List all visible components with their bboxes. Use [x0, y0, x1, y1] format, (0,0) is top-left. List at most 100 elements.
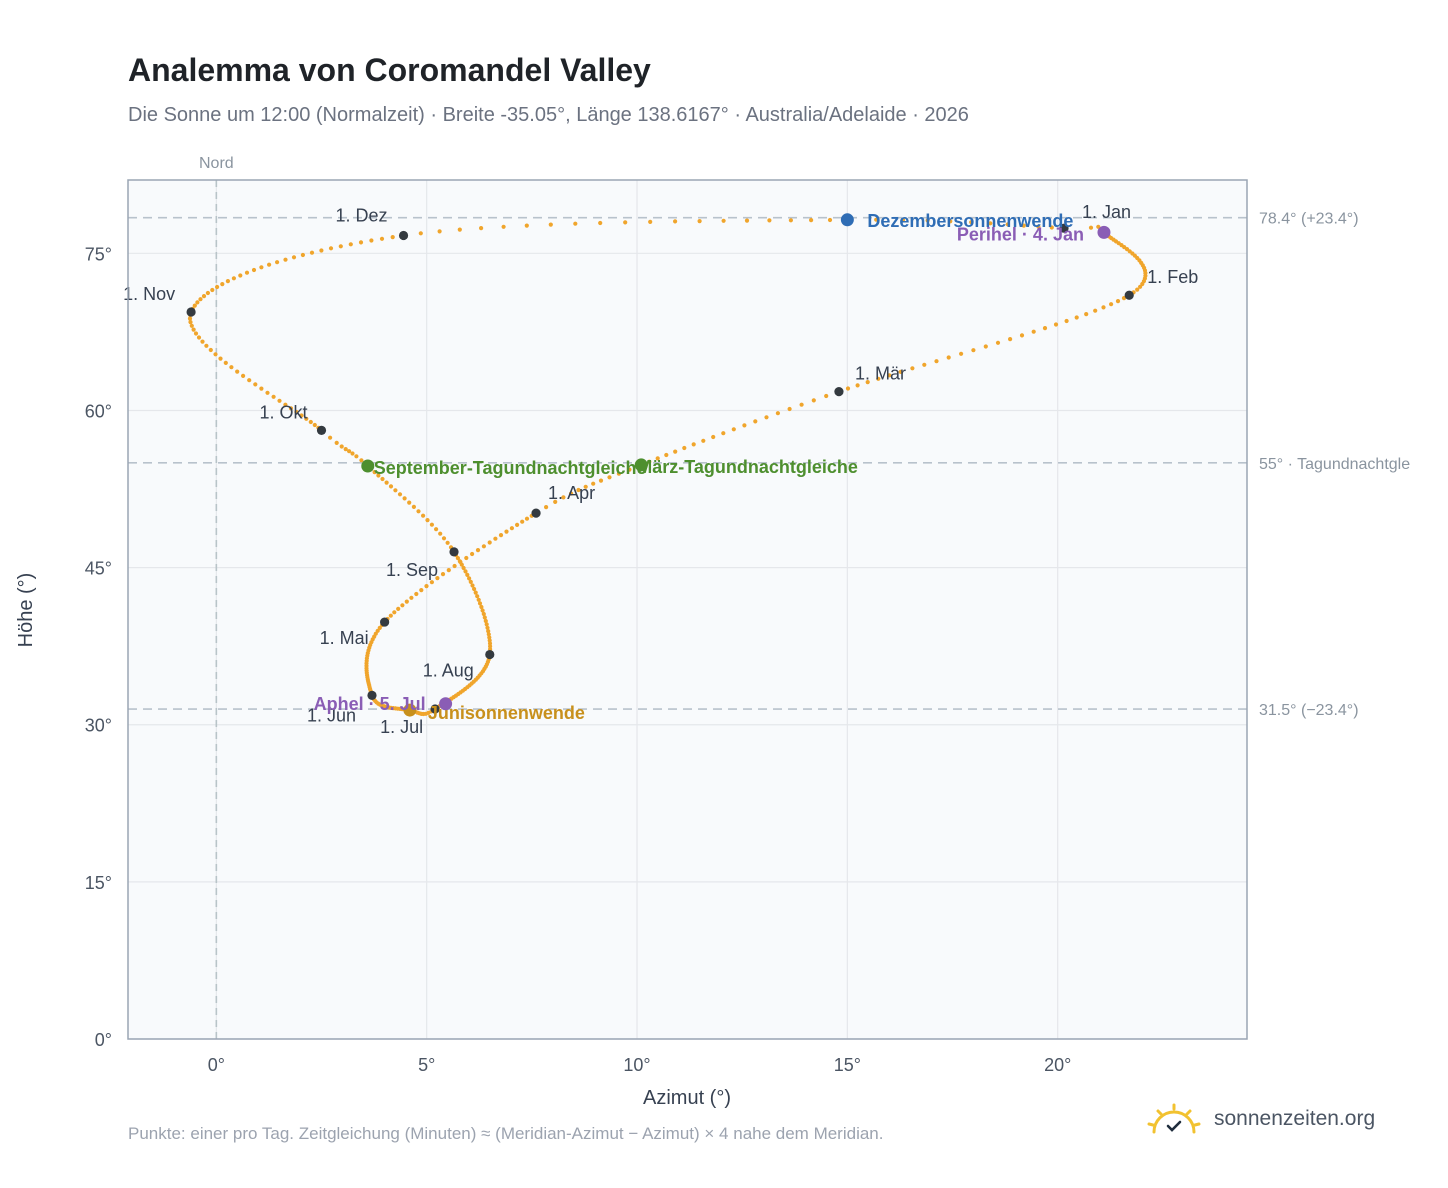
event-marker: [634, 458, 648, 472]
daily-point: [348, 242, 353, 247]
daily-point: [811, 398, 816, 403]
daily-point: [204, 343, 209, 348]
daily-point: [421, 513, 426, 518]
y-tick-label: 30°: [85, 716, 112, 736]
daily-point: [187, 316, 193, 321]
daily-point: [195, 300, 200, 305]
daily-point: [463, 569, 468, 574]
month-marker-label: 1. Mai: [320, 628, 369, 648]
daily-point: [524, 223, 529, 228]
daily-point: [898, 369, 903, 374]
x-axis-label: Azimut (°): [643, 1087, 731, 1109]
daily-point: [259, 265, 264, 270]
event-label: Aphel · 5. Jul: [314, 694, 426, 714]
plot-frame: [127, 179, 1248, 1040]
daily-point: [524, 516, 530, 521]
daily-point: [1084, 312, 1089, 317]
daily-point: [416, 509, 421, 514]
daily-point: [434, 527, 439, 532]
reference-line-label: 78.4° (+23.4°): [1259, 211, 1359, 228]
daily-point: [476, 597, 481, 602]
daily-point: [1088, 225, 1094, 230]
daily-point: [241, 373, 246, 378]
daily-point: [493, 536, 498, 541]
daily-point: [682, 445, 687, 451]
daily-point: [231, 276, 236, 281]
daily-point: [876, 376, 881, 381]
daily-point: [188, 320, 193, 325]
daily-point: [1031, 329, 1036, 334]
daily-point: [265, 390, 270, 395]
daily-point: [721, 431, 726, 436]
daily-point: [925, 218, 930, 223]
daily-point: [548, 222, 553, 227]
daily-point: [775, 411, 781, 416]
month-marker: [316, 425, 327, 435]
daily-point: [215, 284, 220, 290]
daily-point: [414, 591, 419, 597]
daily-point: [418, 231, 423, 236]
daily-point: [731, 427, 736, 432]
daily-point: [300, 252, 305, 258]
daily-point: [465, 572, 470, 578]
daily-point: [934, 359, 939, 364]
daily-point: [402, 496, 407, 501]
daily-point: [482, 615, 487, 620]
daily-point: [379, 236, 385, 241]
chart-title: Analemma von Coromandel Valley: [128, 52, 651, 88]
daily-point: [648, 219, 653, 224]
daily-point: [208, 347, 213, 353]
daily-point: [350, 451, 355, 456]
daily-point: [887, 373, 892, 378]
daily-point: [191, 327, 196, 332]
sun-check-icon: [1147, 1103, 1201, 1134]
month-marker: [367, 690, 377, 701]
month-markers: 1. Jan 1. Feb 1. Mär 1. Apr 1. Mai 1. Jun 1. J…: [123, 202, 1198, 737]
event-label: September-Tagundnachtgleiche: [374, 458, 647, 478]
daily-point: [1093, 308, 1098, 313]
daily-point: [424, 584, 429, 589]
daily-point: [201, 294, 207, 299]
daily-point: [354, 454, 359, 459]
daily-point: [425, 518, 430, 523]
daily-point: [218, 356, 223, 361]
daily-point: [271, 394, 276, 399]
daily-point: [358, 240, 364, 245]
daily-point: [291, 255, 297, 260]
daily-point: [995, 340, 1001, 345]
daily-point: [198, 297, 203, 302]
daily-point: [721, 218, 726, 223]
y-tick-label: 0°: [95, 1030, 112, 1050]
daily-point: [309, 250, 315, 255]
daily-point: [553, 499, 558, 504]
daily-point: [787, 406, 792, 412]
daily-point: [435, 576, 440, 581]
daily-point: [855, 383, 860, 388]
daily-point: [472, 586, 477, 592]
daily-point: [343, 447, 348, 452]
daily-point: [764, 415, 769, 420]
daily-point: [461, 565, 466, 571]
month-marker: [531, 508, 541, 518]
daily-point: [338, 244, 343, 249]
daily-point: [251, 267, 257, 273]
daily-point: [922, 362, 927, 367]
daily-point: [429, 522, 434, 527]
y-axis-label: Höhe (°): [15, 573, 37, 648]
daily-point: [312, 422, 317, 428]
daily-point: [388, 613, 393, 618]
daily-point: [498, 533, 504, 538]
month-marker: [380, 617, 390, 627]
month-marker-label: 1. Okt: [259, 402, 307, 422]
daily-point: [441, 536, 447, 541]
daily-point: [809, 218, 814, 223]
brand[interactable]: sonnenzeiten.org: [1146, 1102, 1375, 1136]
daily-point: [616, 471, 622, 476]
daily-point: [205, 290, 210, 296]
daily-point: [376, 473, 381, 478]
month-marker-label: 1. Dez: [336, 206, 388, 226]
daily-point: [501, 224, 506, 229]
daily-point: [397, 492, 403, 497]
daily-point: [484, 622, 489, 627]
